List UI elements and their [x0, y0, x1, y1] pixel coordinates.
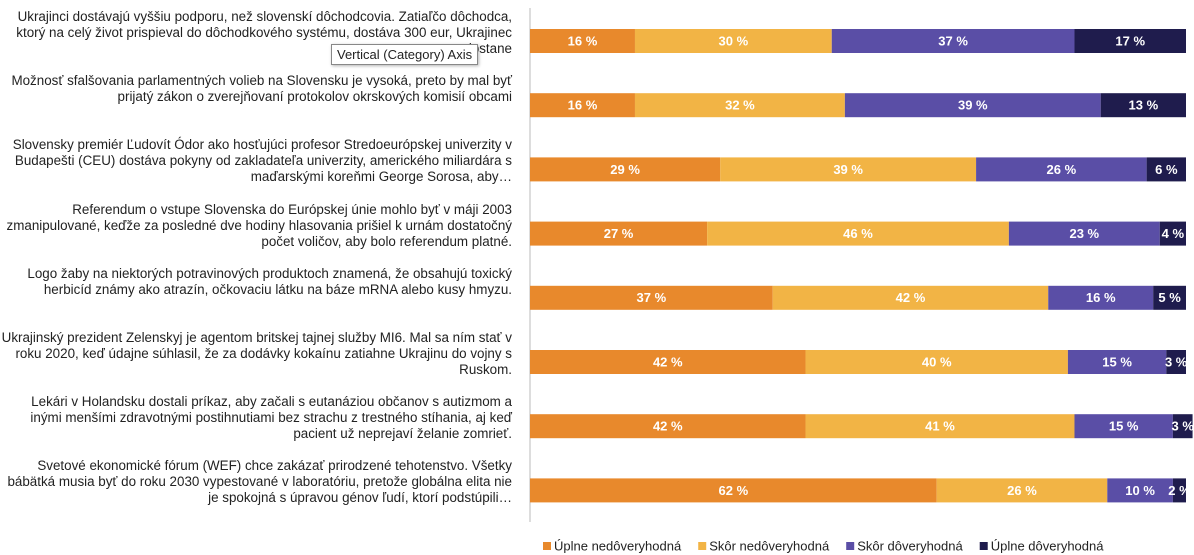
data-label: 42 %: [653, 419, 683, 434]
bar-segment: [1067, 350, 1167, 374]
legend-swatch: [846, 542, 855, 550]
bar-segment: [530, 350, 806, 374]
data-label: 16 %: [568, 33, 598, 48]
data-label: 2 %: [1168, 483, 1191, 498]
bar-segment: [1074, 414, 1173, 439]
bar-segment: [1159, 221, 1186, 246]
bar-segment: [530, 29, 635, 53]
bar-segment: [634, 93, 845, 118]
bar-segment: [1172, 478, 1186, 503]
category-label: Referendum o vstupe Slovenska do Európsk…: [6, 201, 512, 249]
bar-segment: [720, 157, 977, 182]
data-label: 46 %: [843, 226, 873, 241]
bar-segment: [831, 29, 1075, 53]
data-label: 39 %: [833, 162, 863, 177]
legend-label: Skôr dôveryhodná: [857, 538, 963, 553]
data-label: 39 %: [958, 98, 988, 113]
bar-segment: [1048, 285, 1154, 310]
data-label: 13 %: [1129, 98, 1159, 113]
data-label: 40 %: [922, 354, 952, 369]
data-label: 16 %: [1086, 290, 1116, 305]
tooltip: Vertical (Category) Axis: [331, 44, 479, 65]
data-label: 15 %: [1102, 354, 1132, 369]
data-label: 30 %: [719, 33, 749, 48]
bar-segment: [530, 285, 773, 310]
data-label: 26 %: [1007, 483, 1037, 498]
bar-segment: [1153, 285, 1186, 310]
data-label: 32 %: [725, 98, 755, 113]
bar-segment: [936, 478, 1108, 503]
category-label: Ukrajinský prezident Zelenskyj je agento…: [1, 330, 512, 377]
bar-segment: [772, 285, 1049, 310]
category-label: Svetové ekonomické fórum (WEF) chce zaká…: [7, 458, 512, 506]
legend-swatch: [979, 542, 988, 550]
bar-segment: [634, 29, 832, 53]
data-label: 15 %: [1109, 419, 1139, 434]
bar-segment: [1166, 350, 1186, 374]
category-label: Logo žaby na niektorých potravinových pr…: [27, 265, 512, 297]
bar-segment: [530, 221, 708, 246]
legend-swatch: [698, 542, 707, 550]
bar-segment: [530, 93, 635, 118]
legend-label: Úplne dôveryhodná: [991, 538, 1105, 553]
data-label: 26 %: [1047, 162, 1077, 177]
data-label: 16 %: [568, 98, 598, 113]
bar-segment: [530, 157, 721, 182]
legend-swatch: [543, 542, 551, 550]
category-label: Slovensky premiér Ľudovít Ódor ako hosťu…: [12, 137, 512, 185]
data-label: 6 %: [1155, 162, 1178, 177]
bar-segment: [1146, 157, 1186, 182]
data-label: 4 %: [1162, 226, 1185, 241]
data-label: 42 %: [653, 354, 683, 369]
bar-segment: [844, 93, 1101, 118]
data-label: 37 %: [637, 290, 667, 305]
data-label: 27 %: [604, 226, 634, 241]
data-label: 37 %: [938, 33, 968, 48]
bar-segment: [530, 478, 937, 503]
data-label: 5 %: [1158, 290, 1181, 305]
category-label: Lekári v Holandsku dostali príkaz, aby z…: [30, 394, 512, 442]
data-label: 42 %: [896, 290, 926, 305]
data-label: 3 %: [1165, 354, 1188, 369]
category-label: Možnosť sfalšovania parlamentných volieb…: [11, 73, 512, 105]
bar-segment: [976, 157, 1147, 182]
bar-segment: [1100, 93, 1186, 118]
bar-segment: [707, 221, 1009, 246]
data-label: 23 %: [1069, 226, 1099, 241]
bar-segment: [1172, 414, 1193, 439]
bar-segment: [1107, 478, 1173, 503]
data-label: 41 %: [925, 419, 955, 434]
data-label: 29 %: [610, 162, 640, 177]
bar-segment: [530, 414, 806, 439]
legend-label: Skôr nedôveryhodná: [709, 538, 830, 553]
data-label: 62 %: [719, 483, 749, 498]
bar-segment: [1008, 221, 1160, 246]
data-label: 17 %: [1115, 33, 1145, 48]
data-label: 3 %: [1172, 419, 1194, 434]
legend-label: Úplne nedôveryhodná: [554, 538, 682, 553]
data-label: 10 %: [1125, 483, 1155, 498]
bar-segment: [805, 414, 1075, 439]
bar-segment: [1074, 29, 1186, 53]
bar-segment: [805, 350, 1068, 374]
